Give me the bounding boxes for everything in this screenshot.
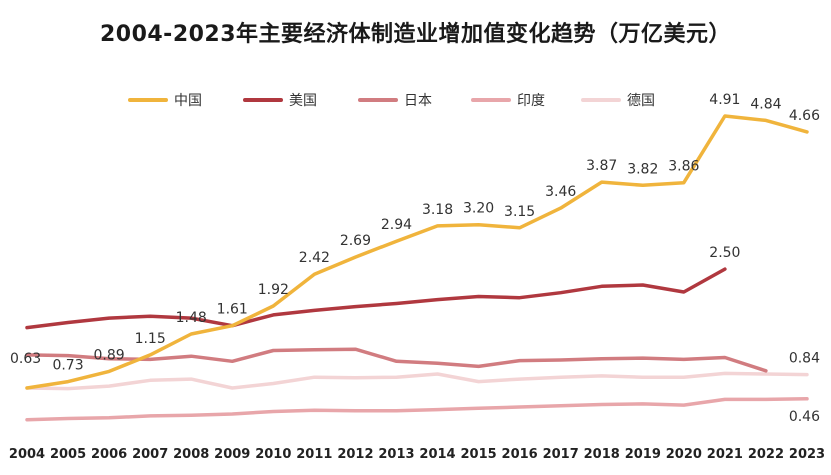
data-label-12: 3.15: [504, 204, 535, 220]
data-labels: 0.63 0.73 0.89 1.15 1.48 1.61 1.92 2.42 2.69 2.94…: [10, 92, 820, 425]
data-label-7: 2.42: [299, 250, 330, 266]
x-tick-label-2004: 2004: [9, 447, 45, 462]
x-tick-label-2015: 2015: [460, 447, 496, 462]
x-tick-label-2013: 2013: [378, 447, 414, 462]
series-line-0: [25, 114, 809, 390]
x-tick-label-2008: 2008: [173, 447, 209, 462]
data-label-15: 3.82: [627, 161, 658, 177]
data-label-11: 3.20: [463, 201, 494, 217]
chart-title: 2004-2023年主要经济体制造业增加值变化趋势（万亿美元）: [99, 22, 732, 47]
x-tick-label-2018: 2018: [584, 447, 620, 462]
data-label-10: 3.18: [422, 202, 453, 218]
data-label-0: 0.63: [10, 351, 41, 367]
x-tick-label-2011: 2011: [296, 447, 332, 462]
data-label-4: 1.48: [176, 310, 207, 326]
x-tick-label-2022: 2022: [748, 447, 784, 462]
x-tick-label-2012: 2012: [337, 447, 373, 462]
data-label-5: 1.61: [217, 302, 248, 318]
data-label-16: 3.86: [668, 159, 699, 175]
x-tick-label-2016: 2016: [502, 447, 538, 462]
legend-label-0: 中国: [174, 93, 202, 109]
legend: 中国 美国 日本 印度 德国: [128, 93, 655, 109]
x-tick-label-2023: 2023: [789, 447, 825, 462]
data-label-2: 0.89: [94, 347, 125, 363]
data-label-19: 4.66: [789, 108, 820, 124]
x-tick-label-2017: 2017: [543, 447, 579, 462]
data-label-6: 1.92: [258, 282, 289, 298]
data-label-22: 0.46: [789, 409, 820, 425]
series-line-4: [25, 371, 809, 391]
data-label-3: 1.15: [135, 331, 166, 347]
legend-label-4: 德国: [627, 93, 655, 109]
series-line-3: [25, 397, 809, 422]
x-tick-label-2010: 2010: [255, 447, 291, 462]
x-tick-label-2005: 2005: [50, 447, 86, 462]
x-tick-label-2020: 2020: [666, 447, 702, 462]
data-label-18: 4.84: [750, 96, 781, 112]
data-label-9: 2.94: [381, 217, 412, 233]
series-layer: [25, 114, 809, 422]
x-tick-label-2007: 2007: [132, 447, 168, 462]
x-tick-label-2021: 2021: [707, 447, 743, 462]
x-tick-label-2019: 2019: [625, 447, 661, 462]
legend-label-3: 印度: [517, 93, 545, 109]
data-label-20: 2.50: [709, 245, 740, 261]
x-tick-label-2014: 2014: [419, 447, 455, 462]
data-label-17: 4.91: [709, 92, 740, 108]
data-label-1: 0.73: [52, 358, 83, 374]
data-label-13: 3.46: [545, 184, 576, 200]
data-label-8: 2.69: [340, 233, 371, 249]
x-tick-label-2009: 2009: [214, 447, 250, 462]
x-tick-label-2006: 2006: [91, 447, 127, 462]
legend-label-1: 美国: [289, 93, 317, 109]
series-line-1: [25, 267, 727, 330]
series-line-2: [25, 347, 768, 373]
data-label-21: 0.84: [789, 351, 820, 367]
legend-label-2: 日本: [404, 93, 432, 109]
data-label-14: 3.87: [586, 158, 617, 174]
x-axis: 2004 2005 2006 2007 2008 2009 2010 2011 2012 2013…: [9, 447, 825, 462]
